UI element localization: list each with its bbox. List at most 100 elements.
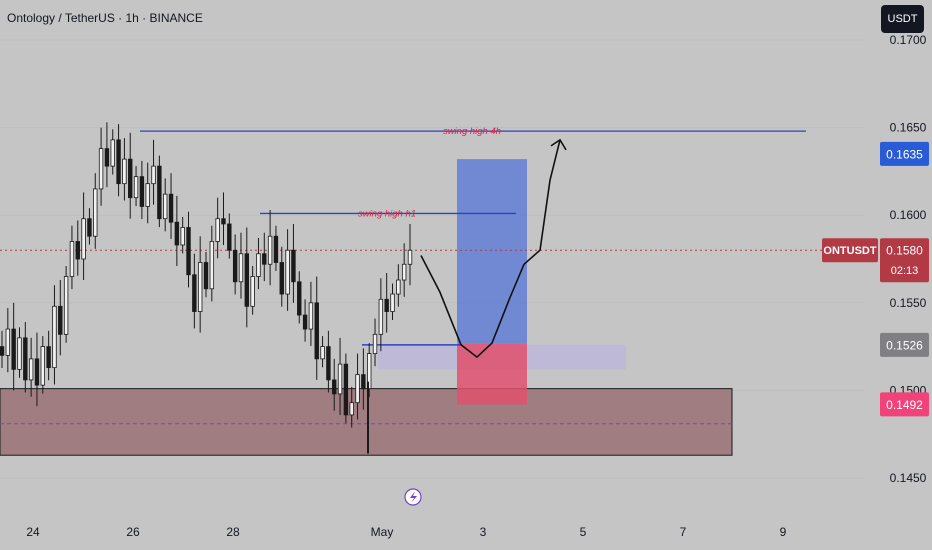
- entry-price-badge: [880, 332, 929, 357]
- candle-body: [52, 305, 57, 369]
- candle-body: [337, 363, 343, 395]
- y-tick-label: 0.1450: [890, 471, 927, 485]
- last-price-badge: [880, 238, 929, 283]
- x-tick-label: 26: [126, 525, 140, 539]
- candle-body: [186, 227, 191, 276]
- candle-body: [34, 358, 40, 386]
- candle-body: [244, 253, 249, 307]
- candle-body: [133, 176, 139, 199]
- candle-body: [116, 139, 121, 185]
- candle-body: [378, 298, 384, 335]
- candle-body: [215, 218, 220, 242]
- x-tick-label: 7: [680, 525, 687, 539]
- candle-body: [343, 363, 349, 416]
- y-tick-label: 0.1600: [890, 208, 927, 222]
- candle-body: [238, 253, 244, 283]
- candle-body: [227, 223, 232, 251]
- candle-body: [273, 235, 279, 263]
- projection-path: [420, 139, 561, 358]
- projection-arrowhead: [550, 138, 567, 151]
- candle-body: [145, 183, 150, 207]
- candle-body: [197, 262, 203, 312]
- x-tick-label: 3: [480, 525, 487, 539]
- candle-body: [326, 346, 331, 381]
- last-price-label: 0.1580: [886, 244, 923, 258]
- candle-body: [232, 249, 238, 283]
- symbol-label: ONTUSDT: [823, 245, 876, 257]
- symbol-badge: [822, 238, 878, 263]
- currency-button[interactable]: USDT: [881, 5, 924, 33]
- candle-body: [58, 305, 63, 335]
- candle-body: [81, 218, 86, 260]
- candle-body: [87, 218, 92, 237]
- candle-body: [192, 274, 197, 312]
- candle-body: [314, 302, 319, 360]
- demand-zone: [0, 388, 733, 456]
- candle-body: [98, 148, 104, 190]
- chart-title: Ontology / TetherUS · 1h · BINANCE: [7, 11, 203, 25]
- candle-body: [361, 374, 366, 390]
- candle-body: [23, 337, 28, 381]
- entry-price-label: 0.1526: [886, 338, 923, 352]
- candle-body: [139, 176, 145, 207]
- candle-body: [46, 346, 51, 369]
- candle-body: [63, 276, 69, 335]
- x-tick-label: 24: [26, 525, 40, 539]
- loss-zone: [457, 343, 527, 405]
- candle-body: [349, 402, 354, 416]
- stop-price-badge: [880, 392, 929, 417]
- target-price-badge: [880, 141, 929, 166]
- candle-body: [151, 165, 156, 185]
- x-tick-label: 28: [226, 525, 240, 539]
- y-tick-label: 0.1700: [890, 33, 927, 47]
- candle-body: [308, 302, 314, 330]
- candle-body: [203, 262, 209, 290]
- countdown-label: 02:13: [891, 265, 919, 277]
- candle-body: [0, 346, 5, 356]
- level-label-0: swing high 4h: [443, 126, 501, 137]
- candle-body: [396, 279, 401, 295]
- candle-body: [285, 249, 290, 295]
- candle-body: [110, 139, 115, 167]
- y-tick-label: 0.1550: [890, 296, 927, 310]
- candle-body: [267, 235, 273, 265]
- candle-body: [355, 374, 360, 404]
- candle-body: [291, 249, 296, 283]
- candle-body: [75, 241, 80, 260]
- candle-body: [104, 148, 110, 167]
- stop-price-label: 0.1492: [886, 398, 923, 412]
- candle-body: [93, 188, 98, 237]
- candle-body: [17, 337, 22, 370]
- candle-body: [297, 281, 302, 316]
- candle-body: [366, 353, 372, 390]
- level-label-1: swing high h1: [358, 208, 416, 219]
- candle-body: [221, 218, 226, 225]
- candle-body: [168, 193, 174, 223]
- candle-body: [209, 241, 215, 290]
- candle-body: [122, 158, 127, 185]
- candle-body: [162, 193, 168, 220]
- candle-body: [302, 314, 308, 330]
- profit-zone: [457, 159, 527, 344]
- target-price-label: 0.1635: [886, 147, 923, 161]
- candle-body: [11, 328, 16, 370]
- candle-body: [40, 346, 45, 386]
- candle-body: [157, 165, 162, 220]
- candle-body: [401, 263, 407, 281]
- x-tick-label: 9: [780, 525, 787, 539]
- candle-body: [128, 158, 133, 199]
- candle-body: [262, 253, 267, 265]
- candle-body: [332, 379, 337, 395]
- candle-body: [279, 262, 284, 295]
- candle-body: [174, 221, 180, 246]
- lightning-icon: [410, 491, 417, 503]
- candle-body: [390, 293, 395, 312]
- candle-body: [372, 333, 378, 355]
- candle-body: [5, 328, 11, 356]
- candle-body: [407, 249, 413, 265]
- candle-body: [28, 358, 34, 381]
- candle-body: [180, 227, 185, 246]
- candle-body: [384, 298, 389, 312]
